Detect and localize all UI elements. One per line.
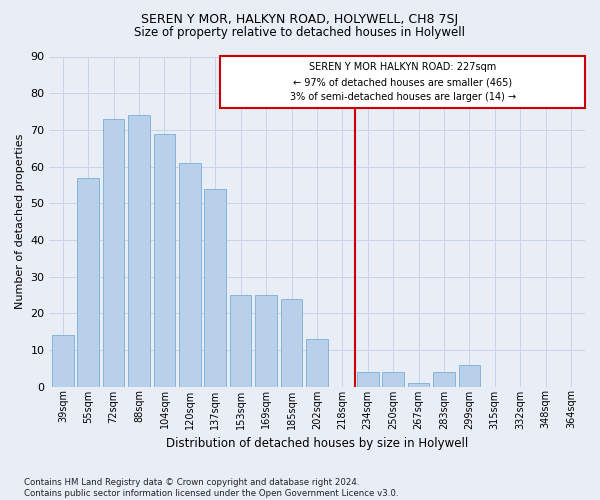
Bar — [306, 339, 328, 386]
Bar — [357, 372, 379, 386]
Bar — [128, 115, 150, 386]
Text: SEREN Y MOR, HALKYN ROAD, HOLYWELL, CH8 7SJ: SEREN Y MOR, HALKYN ROAD, HOLYWELL, CH8 … — [142, 12, 458, 26]
Bar — [154, 134, 175, 386]
Text: SEREN Y MOR HALKYN ROAD: 227sqm
← 97% of detached houses are smaller (465)
3% of: SEREN Y MOR HALKYN ROAD: 227sqm ← 97% of… — [290, 62, 516, 102]
Y-axis label: Number of detached properties: Number of detached properties — [15, 134, 25, 309]
Bar — [52, 335, 74, 386]
Bar — [77, 178, 99, 386]
Bar — [433, 372, 455, 386]
Bar — [408, 383, 430, 386]
Bar — [281, 298, 302, 386]
Bar — [179, 163, 200, 386]
Text: Contains HM Land Registry data © Crown copyright and database right 2024.
Contai: Contains HM Land Registry data © Crown c… — [24, 478, 398, 498]
Bar — [230, 295, 251, 386]
Bar — [256, 295, 277, 386]
Bar — [205, 188, 226, 386]
Text: Size of property relative to detached houses in Holywell: Size of property relative to detached ho… — [134, 26, 466, 39]
Bar — [458, 364, 480, 386]
Bar — [220, 56, 585, 108]
X-axis label: Distribution of detached houses by size in Holywell: Distribution of detached houses by size … — [166, 437, 468, 450]
Bar — [103, 119, 124, 386]
Bar — [382, 372, 404, 386]
